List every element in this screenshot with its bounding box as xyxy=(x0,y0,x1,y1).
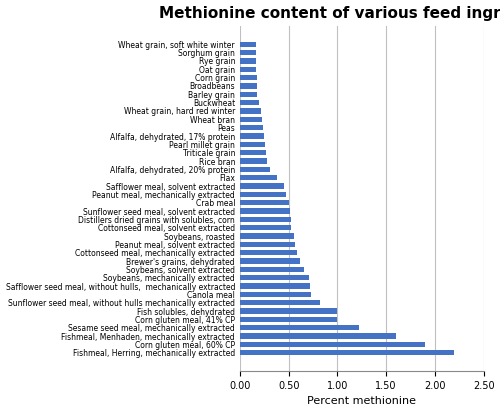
Title: Methionine content of various feed ingredients: Methionine content of various feed ingre… xyxy=(159,5,500,21)
Bar xyxy=(240,208,290,214)
Bar xyxy=(240,275,309,281)
Bar xyxy=(240,283,310,289)
Bar xyxy=(240,166,270,172)
Bar xyxy=(240,67,256,72)
Bar xyxy=(240,292,311,297)
Bar xyxy=(240,308,338,314)
Bar xyxy=(240,225,290,230)
Bar xyxy=(240,325,359,330)
Bar xyxy=(240,75,258,80)
Bar xyxy=(240,217,290,222)
Bar xyxy=(240,233,294,239)
Bar xyxy=(240,58,256,64)
Bar xyxy=(240,250,298,255)
Bar xyxy=(240,350,454,356)
Bar xyxy=(240,192,286,197)
Bar xyxy=(240,117,262,122)
Bar xyxy=(240,83,258,89)
Bar xyxy=(240,317,338,322)
Bar xyxy=(240,50,256,55)
Bar xyxy=(240,125,264,130)
Bar xyxy=(240,133,264,139)
Bar xyxy=(240,342,425,347)
Bar xyxy=(240,300,320,305)
Bar xyxy=(240,242,296,247)
Bar xyxy=(240,158,267,164)
Bar xyxy=(240,175,277,180)
X-axis label: Percent methionine: Percent methionine xyxy=(308,396,416,407)
Bar xyxy=(240,42,256,47)
Bar xyxy=(240,142,266,147)
Bar xyxy=(240,108,262,114)
Bar xyxy=(240,200,288,206)
Bar xyxy=(240,183,284,189)
Bar xyxy=(240,91,258,97)
Bar xyxy=(240,333,396,339)
Bar xyxy=(240,258,300,264)
Bar xyxy=(240,267,304,272)
Bar xyxy=(240,100,260,105)
Bar xyxy=(240,150,266,155)
